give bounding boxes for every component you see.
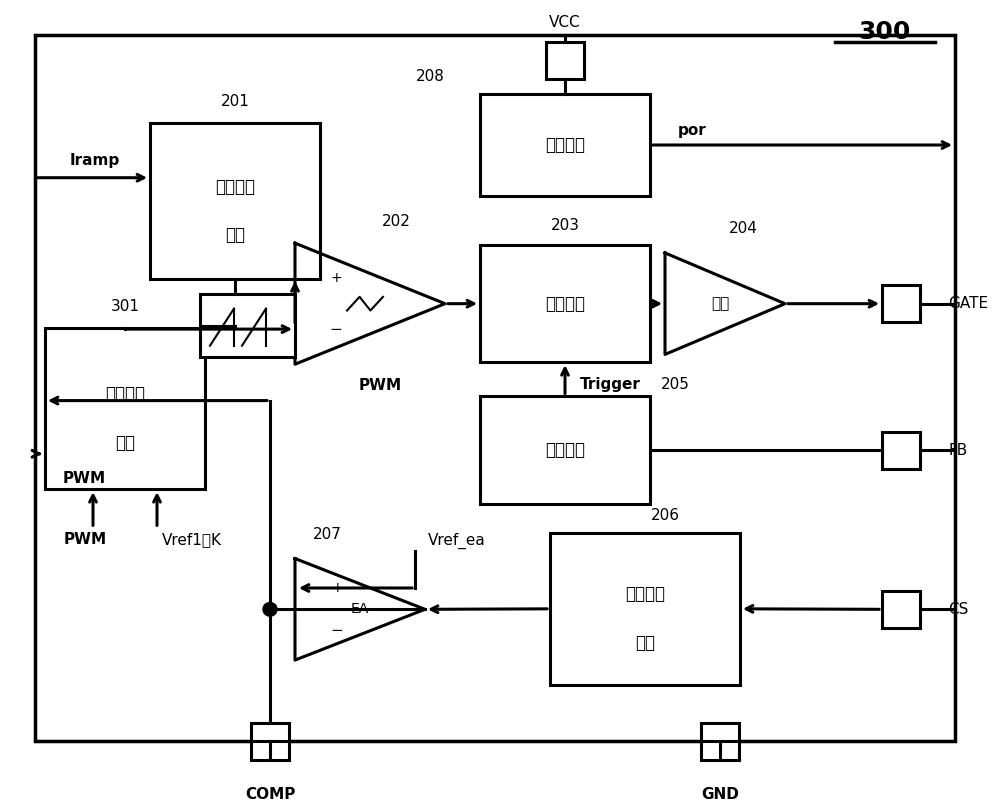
Text: Vref1，K: Vref1，K: [162, 533, 222, 548]
Bar: [546, 42, 584, 79]
Bar: [882, 285, 920, 322]
Text: 欠压保护: 欠压保护: [545, 136, 585, 154]
Bar: [882, 591, 920, 628]
Text: 207: 207: [313, 526, 342, 541]
Text: 202: 202: [382, 214, 411, 229]
Text: 203: 203: [550, 218, 580, 233]
Bar: [45, 328, 205, 489]
Text: 生成: 生成: [225, 227, 245, 244]
Text: EA: EA: [351, 602, 369, 616]
Text: 采样: 采样: [635, 634, 655, 652]
Bar: [480, 94, 650, 196]
Text: VCC: VCC: [549, 15, 581, 30]
Text: 300: 300: [859, 20, 911, 44]
Text: +: +: [330, 272, 342, 285]
Text: 206: 206: [650, 508, 680, 523]
Text: −: −: [331, 623, 344, 638]
Text: GATE: GATE: [948, 296, 988, 311]
Text: 输出电流: 输出电流: [625, 586, 665, 603]
Text: −: −: [330, 322, 343, 336]
Text: Vref_ea: Vref_ea: [428, 533, 486, 549]
Text: 205: 205: [661, 377, 689, 392]
Bar: [150, 123, 320, 280]
Text: 逻辑控制: 逻辑控制: [545, 295, 585, 312]
Bar: [550, 533, 740, 685]
Text: 斜坡信号: 斜坡信号: [215, 178, 255, 195]
Bar: [480, 245, 650, 362]
Text: 驱动: 驱动: [711, 296, 729, 311]
Text: CS: CS: [948, 602, 968, 617]
Text: 301: 301: [110, 299, 140, 314]
Text: 斜坡电流: 斜坡电流: [105, 385, 145, 403]
Bar: [251, 723, 289, 759]
Text: 退磁检测: 退磁检测: [545, 441, 585, 459]
Text: 201: 201: [221, 94, 249, 109]
Text: 生成: 生成: [115, 434, 135, 452]
Bar: [701, 723, 739, 759]
Text: PWM: PWM: [63, 533, 107, 548]
Text: +: +: [331, 581, 343, 595]
Text: Iramp: Iramp: [70, 153, 120, 167]
Text: PWM: PWM: [63, 471, 106, 485]
Text: 204: 204: [729, 221, 757, 236]
Text: FB: FB: [948, 443, 967, 457]
Text: 208: 208: [416, 69, 444, 83]
Bar: [480, 396, 650, 504]
Text: por: por: [678, 123, 706, 138]
Text: PWM: PWM: [358, 378, 402, 393]
Text: Trigger: Trigger: [580, 377, 641, 392]
Circle shape: [263, 602, 277, 616]
Bar: [200, 294, 295, 357]
Bar: [882, 432, 920, 469]
Text: COMP: COMP: [245, 787, 295, 801]
Text: GND: GND: [701, 787, 739, 801]
